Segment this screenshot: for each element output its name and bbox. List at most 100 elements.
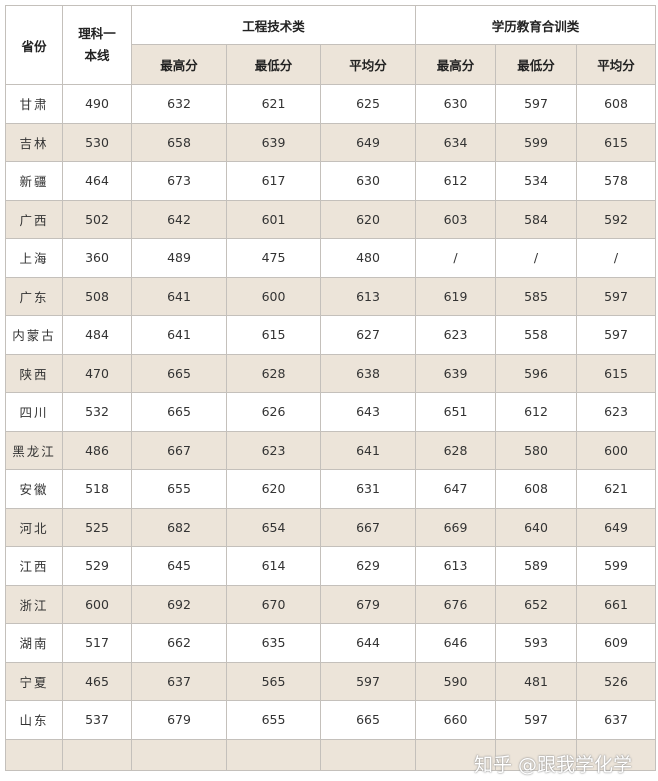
table-row: 江西 529 645 614 629 613 589 599 xyxy=(5,546,656,586)
cell-empty xyxy=(5,738,63,771)
cell-empty xyxy=(62,738,132,771)
cell-baseline: 502 xyxy=(62,199,132,239)
cell-eng-avg: 643 xyxy=(320,392,416,432)
cell-baseline: 518 xyxy=(62,469,132,509)
cell-province: 上海 xyxy=(5,238,63,278)
cell-comb-min: 599 xyxy=(495,122,577,162)
cell-province: 陕西 xyxy=(5,353,63,393)
cell-comb-min: 652 xyxy=(495,584,577,624)
table-row: 吉林 530 658 639 649 634 599 615 xyxy=(5,122,656,162)
cell-eng-min: 621 xyxy=(226,84,321,124)
cell-comb-max: 639 xyxy=(415,353,496,393)
cell-comb-avg: 597 xyxy=(576,315,656,355)
cell-comb-avg: 578 xyxy=(576,161,656,201)
cell-comb-min: 580 xyxy=(495,430,577,470)
cell-comb-avg: 608 xyxy=(576,84,656,124)
cell-comb-avg: 661 xyxy=(576,584,656,624)
cell-eng-avg: 631 xyxy=(320,469,416,509)
cell-comb-min: 608 xyxy=(495,469,577,509)
cell-comb-min: 589 xyxy=(495,546,577,586)
cell-eng-min: 628 xyxy=(226,353,321,393)
cell-baseline: 464 xyxy=(62,161,132,201)
header-avg: 平均分 xyxy=(320,44,416,85)
cell-comb-min: 534 xyxy=(495,161,577,201)
header-min: 最低分 xyxy=(495,44,577,85)
cell-eng-avg: 625 xyxy=(320,84,416,124)
cell-province: 浙江 xyxy=(5,584,63,624)
header-avg: 平均分 xyxy=(576,44,656,85)
cell-eng-max: 632 xyxy=(131,84,227,124)
cell-eng-avg: 665 xyxy=(320,700,416,740)
table-row: 浙江 600 692 670 679 676 652 661 xyxy=(5,584,656,624)
cell-comb-max: 660 xyxy=(415,700,496,740)
table-row: 黑龙江 486 667 623 641 628 580 600 xyxy=(5,430,656,470)
cell-comb-max: 612 xyxy=(415,161,496,201)
table-row: 四川 532 665 626 643 651 612 623 xyxy=(5,392,656,432)
cell-comb-min: / xyxy=(495,238,577,278)
cell-comb-min: 640 xyxy=(495,507,577,547)
cell-comb-max: 603 xyxy=(415,199,496,239)
cell-baseline: 484 xyxy=(62,315,132,355)
cell-comb-max: 646 xyxy=(415,623,496,663)
cell-eng-min: 639 xyxy=(226,122,321,162)
cell-eng-max: 641 xyxy=(131,276,227,316)
cell-eng-avg: 644 xyxy=(320,623,416,663)
cell-eng-min: 623 xyxy=(226,430,321,470)
cell-comb-max: 590 xyxy=(415,661,496,701)
header-baseline: 理科一本线 xyxy=(62,5,132,85)
cell-comb-avg: 526 xyxy=(576,661,656,701)
cell-comb-avg: 621 xyxy=(576,469,656,509)
admission-score-table: 省份 理科一本线 工程技术类 学历教育合训类 最高分 最低分 平均分 最高分 最… xyxy=(5,5,656,771)
cell-empty xyxy=(226,738,321,771)
cell-province: 江西 xyxy=(5,546,63,586)
cell-baseline: 465 xyxy=(62,661,132,701)
cell-comb-max: 651 xyxy=(415,392,496,432)
cell-comb-max: / xyxy=(415,238,496,278)
table-row: 上海 360 489 475 480// / xyxy=(5,238,656,278)
cell-eng-min: 635 xyxy=(226,623,321,663)
cell-province: 宁夏 xyxy=(5,661,63,701)
cell-eng-max: 655 xyxy=(131,469,227,509)
cell-empty xyxy=(576,738,656,771)
cell-eng-avg: 597 xyxy=(320,661,416,701)
cell-eng-avg: 641 xyxy=(320,430,416,470)
header-province: 省份 xyxy=(5,5,63,85)
cell-empty xyxy=(495,738,577,771)
cell-eng-max: 637 xyxy=(131,661,227,701)
cell-comb-min: 585 xyxy=(495,276,577,316)
cell-eng-avg: 629 xyxy=(320,546,416,586)
cell-eng-avg: 620 xyxy=(320,199,416,239)
cell-comb-avg: 637 xyxy=(576,700,656,740)
cell-eng-min: 565 xyxy=(226,661,321,701)
cell-baseline: 525 xyxy=(62,507,132,547)
header-max: 最高分 xyxy=(131,44,227,85)
cell-eng-max: 645 xyxy=(131,546,227,586)
cell-comb-min: 481 xyxy=(495,661,577,701)
cell-eng-min: 614 xyxy=(226,546,321,586)
cell-comb-max: 613 xyxy=(415,546,496,586)
cell-comb-max: 647 xyxy=(415,469,496,509)
cell-comb-min: 597 xyxy=(495,700,577,740)
cell-province: 甘肃 xyxy=(5,84,63,124)
cell-comb-max: 619 xyxy=(415,276,496,316)
cell-province: 新疆 xyxy=(5,161,63,201)
cell-baseline: 508 xyxy=(62,276,132,316)
cell-comb-max: 628 xyxy=(415,430,496,470)
cell-comb-avg: 609 xyxy=(576,623,656,663)
cell-baseline: 490 xyxy=(62,84,132,124)
cell-eng-avg: 638 xyxy=(320,353,416,393)
cell-empty xyxy=(320,738,416,771)
cell-eng-max: 667 xyxy=(131,430,227,470)
cell-eng-min: 654 xyxy=(226,507,321,547)
cell-eng-max: 489 xyxy=(131,238,227,278)
cell-eng-max: 679 xyxy=(131,700,227,740)
cell-eng-max: 692 xyxy=(131,584,227,624)
cell-eng-min: 617 xyxy=(226,161,321,201)
cell-empty xyxy=(131,738,227,771)
cell-comb-max: 623 xyxy=(415,315,496,355)
cell-baseline: 537 xyxy=(62,700,132,740)
cell-eng-max: 662 xyxy=(131,623,227,663)
table-row: 甘肃 490 632 621 625 630 597 608 xyxy=(5,84,656,124)
cell-comb-min: 584 xyxy=(495,199,577,239)
cell-eng-max: 665 xyxy=(131,353,227,393)
